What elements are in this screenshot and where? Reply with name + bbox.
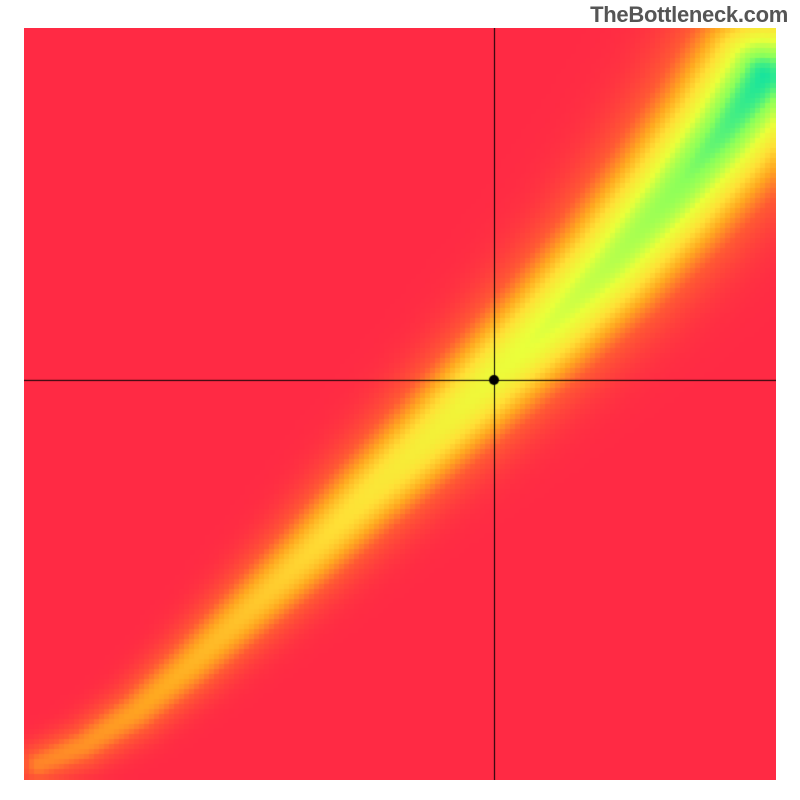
heatmap-plot	[24, 28, 776, 780]
watermark-text: TheBottleneck.com	[590, 2, 788, 28]
heatmap-canvas	[24, 28, 776, 780]
